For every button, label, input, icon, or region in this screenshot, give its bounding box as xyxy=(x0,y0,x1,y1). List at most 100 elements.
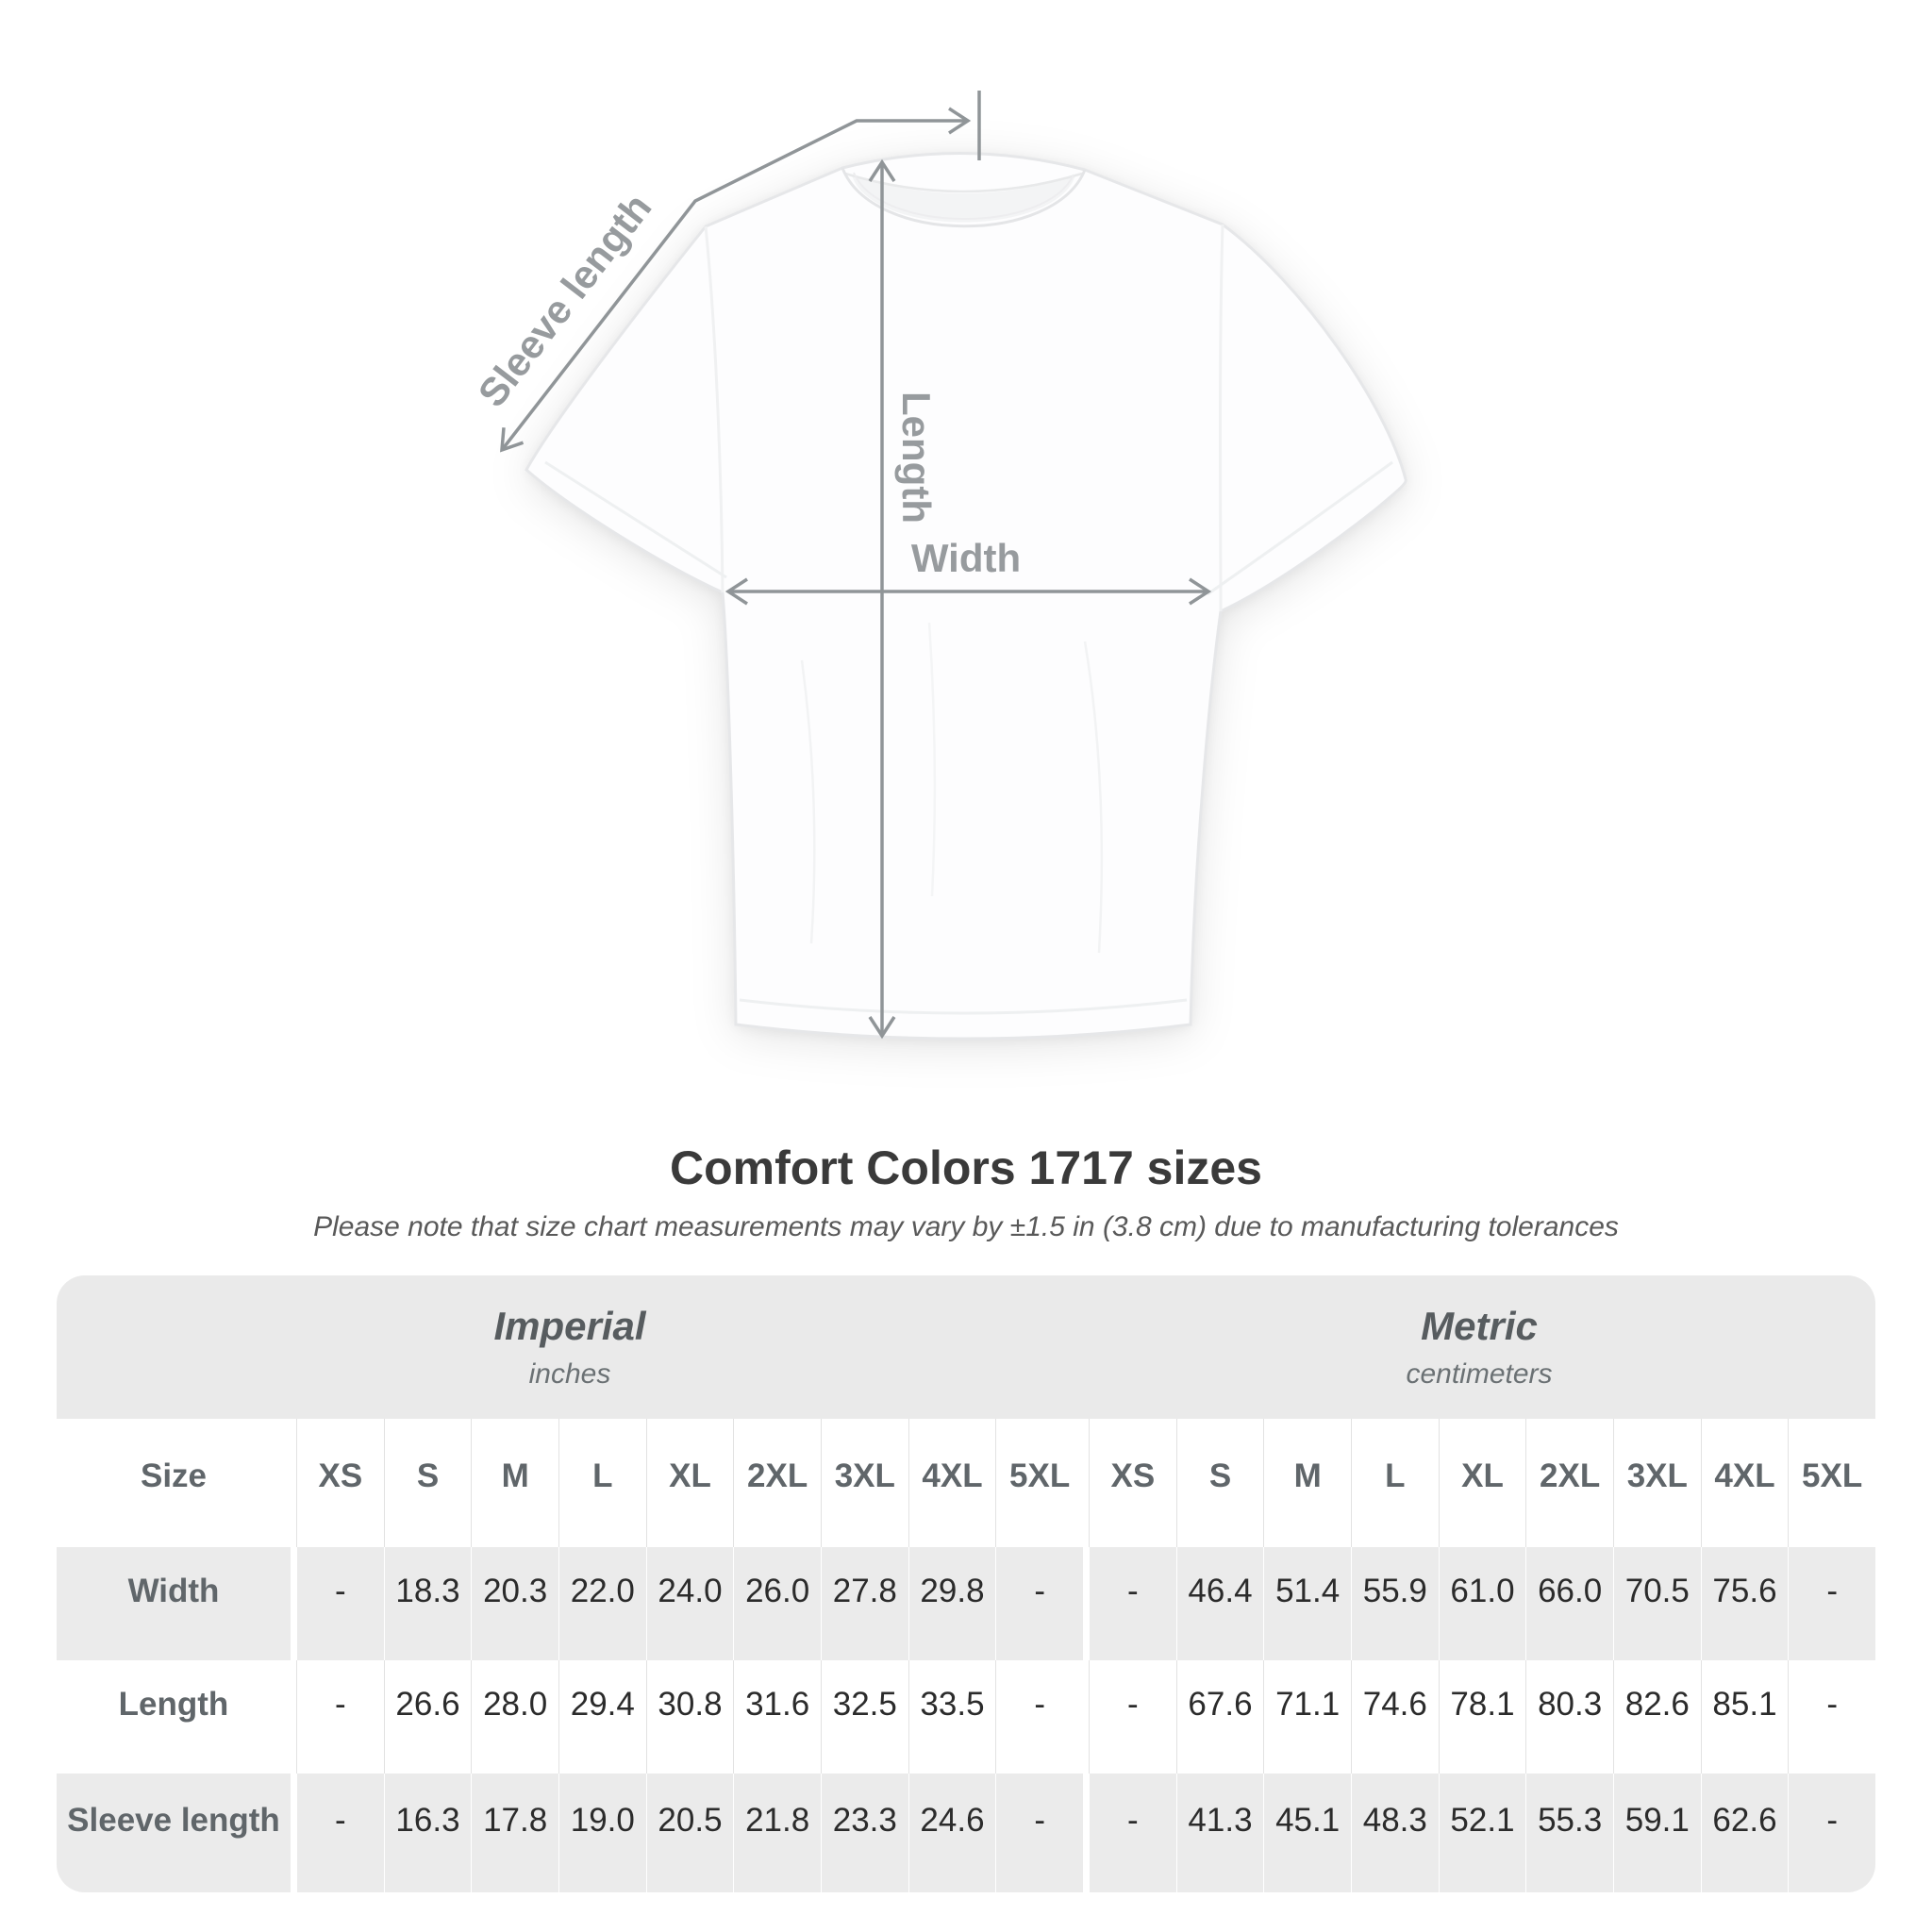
table-cell: 24.0 xyxy=(645,1547,734,1660)
col-header: L xyxy=(1350,1419,1439,1547)
table-cell: 29.4 xyxy=(558,1660,646,1774)
group-gap xyxy=(1082,1547,1089,1660)
table-cell: 30.8 xyxy=(645,1660,734,1774)
table-cell: 26.6 xyxy=(383,1660,472,1774)
table-cell: 52.1 xyxy=(1438,1774,1526,1892)
group-gap xyxy=(1082,1660,1089,1774)
table-cell: 29.8 xyxy=(908,1547,996,1660)
table-cell: - xyxy=(1788,1774,1875,1892)
table-cell: - xyxy=(1788,1547,1875,1660)
table-cell: - xyxy=(1088,1547,1176,1660)
table-cell: 41.3 xyxy=(1175,1774,1264,1892)
table-cell: 55.9 xyxy=(1350,1547,1439,1660)
table-cell: 80.3 xyxy=(1525,1660,1613,1774)
tolerance-note: Please note that size chart measurements… xyxy=(313,1210,1619,1242)
heading: Comfort Colors 1717 sizes Please note th… xyxy=(0,1141,1932,1243)
table-cell: 46.4 xyxy=(1175,1547,1264,1660)
column-gap xyxy=(291,1547,296,1660)
column-gap xyxy=(291,1419,296,1547)
col-header: 5XL xyxy=(1788,1419,1875,1547)
table-cell: 20.3 xyxy=(471,1547,558,1660)
column-gap xyxy=(291,1774,296,1892)
imperial-unit: inches xyxy=(528,1358,611,1390)
table-cell: 67.6 xyxy=(1175,1660,1264,1774)
col-header: M xyxy=(471,1419,558,1547)
table-cell: 32.5 xyxy=(820,1660,908,1774)
col-header: 3XL xyxy=(820,1419,908,1547)
table-cell: 59.1 xyxy=(1612,1774,1701,1892)
sleeve-length-arrow xyxy=(500,107,972,453)
table-cell: 23.3 xyxy=(820,1774,908,1892)
col-header: M xyxy=(1263,1419,1351,1547)
table-cell: 45.1 xyxy=(1263,1774,1351,1892)
table-cell: - xyxy=(296,1774,384,1892)
table-row-width: Width - 18.3 20.3 22.0 24.0 26.0 27.8 29… xyxy=(57,1547,1875,1660)
table-cell: 28.0 xyxy=(471,1660,558,1774)
table-cell: - xyxy=(995,1660,1083,1774)
col-header: L xyxy=(558,1419,646,1547)
table-cell: - xyxy=(995,1774,1083,1892)
size-header-row: Size XS S M L XL 2XL 3XL 4XL 5XL XS S M … xyxy=(57,1419,1875,1547)
tshirt-measurement-diagram: Sleeve length Length Width xyxy=(469,91,1407,1041)
size-table: Imperial inches Metric centimeters Size … xyxy=(57,1275,1875,1892)
table-cell: 74.6 xyxy=(1350,1660,1439,1774)
table-cell: 82.6 xyxy=(1612,1660,1701,1774)
col-header: S xyxy=(383,1419,472,1547)
table-cell: 21.8 xyxy=(733,1774,821,1892)
table-cell: 16.3 xyxy=(383,1774,472,1892)
table-cell: - xyxy=(1088,1774,1176,1892)
table-cell: - xyxy=(995,1547,1083,1660)
row-label: Length xyxy=(118,1686,229,1723)
column-gap xyxy=(291,1660,296,1774)
imperial-label: Imperial xyxy=(493,1304,646,1348)
table-cell: - xyxy=(1088,1660,1176,1774)
table-cell: 62.6 xyxy=(1700,1774,1789,1892)
table-cell: 71.1 xyxy=(1263,1660,1351,1774)
col-header: 2XL xyxy=(733,1419,821,1547)
table-cell: 55.3 xyxy=(1525,1774,1613,1892)
col-header: 4XL xyxy=(1700,1419,1789,1547)
tshirt-image xyxy=(525,151,1407,1041)
col-header: 2XL xyxy=(1525,1419,1613,1547)
table-cell: 33.5 xyxy=(908,1660,996,1774)
table-cell: 27.8 xyxy=(820,1547,908,1660)
table-row-sleeve-length: Sleeve length - 16.3 17.8 19.0 20.5 21.8… xyxy=(57,1774,1875,1892)
page-title: Comfort Colors 1717 sizes xyxy=(670,1141,1262,1194)
table-cell: 22.0 xyxy=(558,1547,646,1660)
metric-header: Metric centimeters xyxy=(1083,1275,1875,1419)
table-cell: 17.8 xyxy=(471,1774,558,1892)
metric-unit: centimeters xyxy=(1406,1358,1553,1390)
col-header: 4XL xyxy=(908,1419,996,1547)
table-cell: - xyxy=(296,1660,384,1774)
table-cell: 61.0 xyxy=(1438,1547,1526,1660)
col-header: XS xyxy=(296,1419,384,1547)
col-header: S xyxy=(1175,1419,1264,1547)
table-cell: 75.6 xyxy=(1700,1547,1789,1660)
row-label: Width xyxy=(127,1573,220,1609)
metric-label: Metric xyxy=(1421,1304,1538,1348)
table-cell: 24.6 xyxy=(908,1774,996,1892)
length-label: Length xyxy=(894,391,939,524)
table-cell: 78.1 xyxy=(1438,1660,1526,1774)
group-gap xyxy=(1082,1419,1089,1547)
col-header: 5XL xyxy=(995,1419,1083,1547)
col-header: 3XL xyxy=(1612,1419,1701,1547)
table-cell: - xyxy=(1788,1660,1875,1774)
table-row-length: Length - 26.6 28.0 29.4 30.8 31.6 32.5 3… xyxy=(57,1660,1875,1774)
table-cell: 18.3 xyxy=(383,1547,472,1660)
table-cell: 26.0 xyxy=(733,1547,821,1660)
size-column-header: Size xyxy=(140,1457,208,1494)
table-cell: 70.5 xyxy=(1612,1547,1701,1660)
group-gap xyxy=(1082,1774,1089,1892)
col-header: XL xyxy=(645,1419,734,1547)
unit-header-row: Imperial inches Metric centimeters xyxy=(57,1275,1875,1419)
row-label: Sleeve length xyxy=(67,1802,280,1839)
table-cell: 19.0 xyxy=(558,1774,646,1892)
table-cell: 20.5 xyxy=(645,1774,734,1892)
table-cell: 31.6 xyxy=(733,1660,821,1774)
table-cell: 85.1 xyxy=(1700,1660,1789,1774)
table-cell: - xyxy=(296,1547,384,1660)
col-header: XL xyxy=(1438,1419,1526,1547)
table-cell: 51.4 xyxy=(1263,1547,1351,1660)
